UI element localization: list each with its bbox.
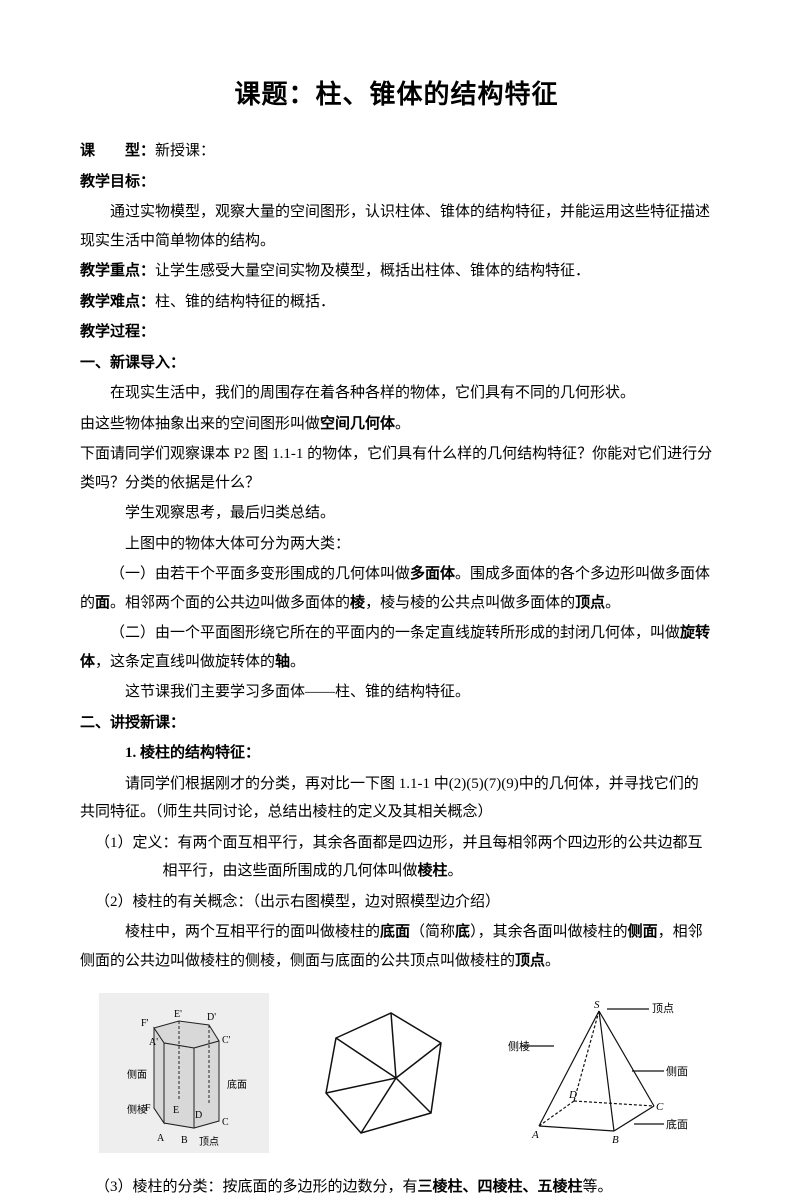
s1-p4: 学生观察思考，最后归类总结。 <box>80 499 713 528</box>
s1-p3: 下面请同学们观察课本 P2 图 1.1-1 的物体，它们具有什么样的几何结构特征… <box>80 440 713 497</box>
section-1-head: 一、新课导入： <box>80 349 713 378</box>
s1-p2a: 由这些物体抽象出来的空间图形叫做 <box>80 416 320 432</box>
s2-p4i: 。 <box>545 953 560 969</box>
svg-text:侧棱: 侧棱 <box>508 1040 530 1053</box>
s2-p4h: 顶点 <box>515 953 545 969</box>
svg-text:F': F' <box>141 1018 149 1029</box>
lesson-type: 课 型：新授课： <box>80 137 713 166</box>
s2-p4: 棱柱中，两个互相平行的面叫做棱柱的底面（简称底），其余各面叫做棱柱的侧面，相邻侧… <box>80 918 713 975</box>
s2-p2c: 。 <box>448 863 463 879</box>
svg-text:A: A <box>157 1133 165 1144</box>
s2-p4c: （简称 <box>410 924 455 940</box>
s1-p2c: 。 <box>395 416 410 432</box>
svg-text:D: D <box>568 1089 577 1101</box>
process-label: 教学过程： <box>80 318 713 347</box>
focus-label: 教学重点： <box>80 263 155 279</box>
page-title: 课题：柱、锥体的结构特征 <box>80 70 713 119</box>
s1-p2b: 空间几何体 <box>320 416 395 432</box>
svg-text:顶点: 顶点 <box>199 1136 219 1148</box>
s2-p5a: （3）棱柱的分类：按底面的多边形的边数分，有 <box>95 1179 418 1195</box>
difficulty-text: 柱、锥的结构特征的概括． <box>155 294 335 310</box>
section-2-head: 二、讲授新课： <box>80 709 713 738</box>
difficulty-row: 教学难点：柱、锥的结构特征的概括． <box>80 288 713 317</box>
svg-text:侧棱: 侧棱 <box>127 1103 147 1116</box>
s2-p1: 请同学们根据刚才的分类，再对比一下图 1.1-1 中(2)(5)(7)(9)中的… <box>80 770 713 827</box>
s2-p5: （3）棱柱的分类：按底面的多边形的边数分，有三棱柱、四棱柱、五棱柱等。 <box>80 1173 713 1202</box>
difficulty-label: 教学难点： <box>80 294 155 310</box>
svg-text:B: B <box>181 1135 188 1146</box>
s1-p6e: 。相邻两个面的公共边叫做多面体的 <box>110 595 350 611</box>
s2-p4f: 侧面 <box>628 924 658 940</box>
svg-text:B: B <box>612 1134 619 1146</box>
s2-p4b: 底面 <box>380 924 410 940</box>
svg-text:D': D' <box>207 1012 216 1023</box>
svg-text:C: C <box>222 1117 229 1128</box>
s2-p4d: 底 <box>455 924 470 940</box>
s1-p6g: ，棱与棱的公共点叫做多面体的 <box>365 595 575 611</box>
s2-p5c: 等。 <box>583 1179 613 1195</box>
svg-text:底面: 底面 <box>666 1117 688 1131</box>
svg-text:D: D <box>195 1110 202 1121</box>
s1-p5: 上图中的物体大体可分为两大类： <box>80 530 713 559</box>
s1-p6a: （一）由若干个平面多变形围成的几何体叫做 <box>110 566 410 582</box>
s1-p6f: 棱 <box>350 595 365 611</box>
svg-text:E: E <box>173 1105 179 1116</box>
s1-p7c: ，这条定直线叫做旋转体的 <box>95 654 275 670</box>
s2-p2b: 棱柱 <box>418 863 448 879</box>
diagrams-row: E' D' F' A' C' 侧面 侧棱 底面 F E D C A B 顶点 <box>80 993 713 1153</box>
s2-p4e: ），其余各面叫做棱柱的 <box>470 924 628 940</box>
pyramid-diagram: S 顶点 侧棱 侧面 C D A B 底面 <box>504 996 694 1151</box>
lesson-type-value: 新授课： <box>155 143 215 159</box>
svg-text:侧面: 侧面 <box>127 1068 147 1081</box>
s1-p7e: 。 <box>290 654 305 670</box>
svg-text:C: C <box>656 1101 664 1113</box>
goal-text: 通过实物模型，观察大量的空间图形，认识柱体、锥体的结构特征，并能运用这些特征描述… <box>80 198 713 255</box>
svg-text:F: F <box>145 1103 151 1114</box>
svg-text:侧面: 侧面 <box>666 1065 688 1078</box>
s1-p8: 这节课我们主要学习多面体——柱、锥的结构特征。 <box>80 678 713 707</box>
s2-p5b: 三棱柱、四棱柱、五棱柱 <box>418 1179 583 1195</box>
s1-p1: 在现实生活中，我们的周围存在着各种各样的物体，它们具有不同的几何形状。 <box>80 379 713 408</box>
prism-diagram: E' D' F' A' C' 侧面 侧棱 底面 F E D C A B 顶点 <box>99 993 269 1153</box>
s1-p6d: 面 <box>95 595 110 611</box>
svg-text:顶点: 顶点 <box>652 1002 674 1015</box>
s1-p6i: 。 <box>605 595 620 611</box>
s2-p3: （2）棱柱的有关概念：（出示右图模型，边对照模型边介绍） <box>80 888 713 917</box>
s2-p2a: （1）定义：有两个面互相平行，其余各面都是四边形，并且每相邻两个四边形的公共边都… <box>95 835 703 880</box>
focus-row: 教学重点：让学生感受大量空间实物及模型，概括出柱体、锥体的结构特征． <box>80 257 713 286</box>
s2-p4a: 棱柱中，两个互相平行的面叫做棱柱的 <box>125 924 380 940</box>
goal-label: 教学目标： <box>80 168 713 197</box>
s1-p7d: 轴 <box>275 654 290 670</box>
svg-text:A: A <box>531 1129 539 1141</box>
s1-p6b: 多面体 <box>410 566 455 582</box>
s1-p6: （一）由若干个平面多变形围成的几何体叫做多面体。围成多面体的各个多边形叫做多面体… <box>80 560 713 617</box>
focus-text: 让学生感受大量空间实物及模型，概括出柱体、锥体的结构特征． <box>155 263 590 279</box>
s1-p7a: （二）由一个平面图形绕它所在的平面内的一条定直线旋转所形成的封闭几何体，叫做 <box>110 625 680 641</box>
s1-p7: （二）由一个平面图形绕它所在的平面内的一条定直线旋转所形成的封闭几何体，叫做旋转… <box>80 619 713 676</box>
lesson-type-label: 课 型： <box>80 143 155 159</box>
svg-text:A': A' <box>149 1037 158 1048</box>
s2-p2: （1）定义：有两个面互相平行，其余各面都是四边形，并且每相邻两个四边形的公共边都… <box>80 829 713 886</box>
svg-text:E': E' <box>174 1009 182 1020</box>
s1-p2: 由这些物体抽象出来的空间图形叫做空间几何体。 <box>80 410 713 439</box>
s2-sub1: 1. 棱柱的结构特征： <box>80 739 713 768</box>
svg-text:S: S <box>594 999 600 1011</box>
svg-text:C': C' <box>222 1035 231 1046</box>
polyhedron-diagram <box>306 998 466 1148</box>
s1-p6h: 顶点 <box>575 595 605 611</box>
svg-text:底面: 底面 <box>227 1078 247 1091</box>
